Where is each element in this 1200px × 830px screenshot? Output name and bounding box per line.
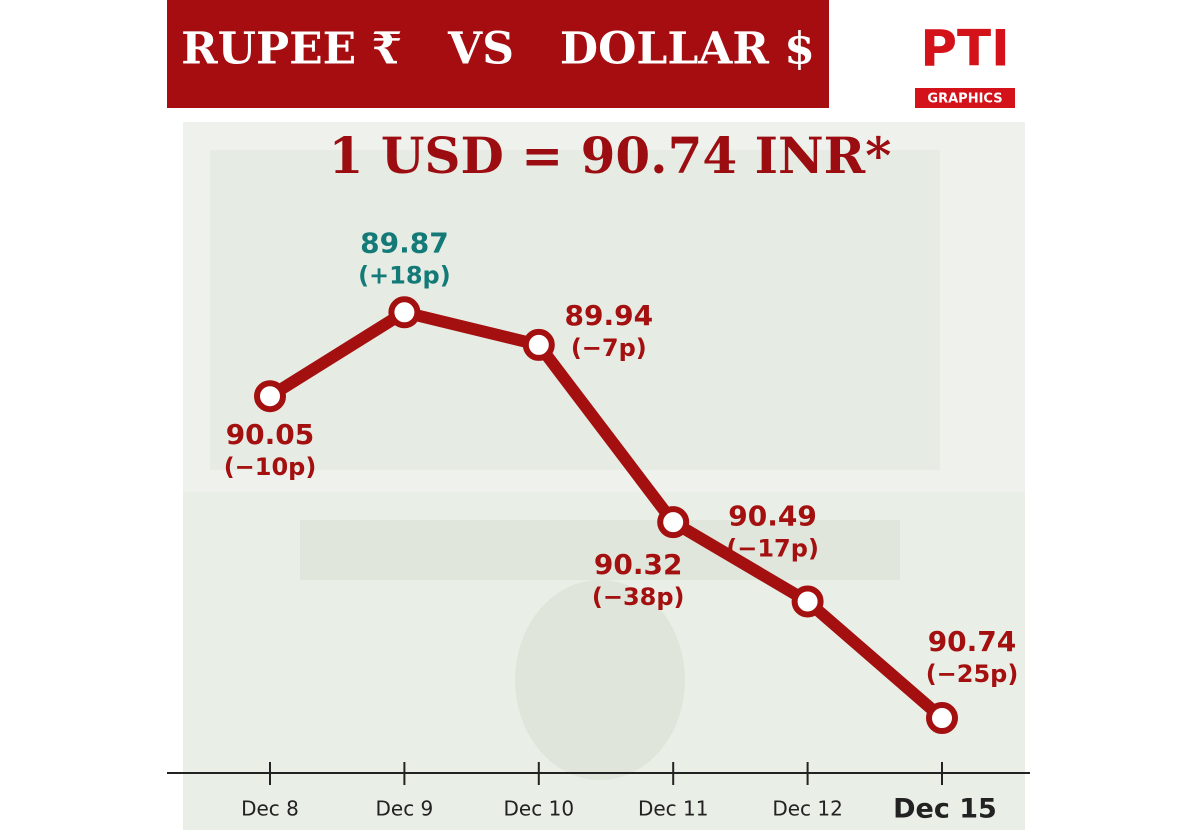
x-tick-label: Dec 12 (772, 797, 843, 821)
data-point (926, 702, 958, 735)
dollar-portrait (515, 580, 685, 780)
rupee-note-inner (210, 150, 940, 470)
value-label: 90.74 (928, 625, 1017, 658)
x-tick-label: Dec 11 (638, 797, 709, 821)
x-tick-label: Dec 10 (504, 797, 575, 821)
logo-tagline: GRAPHICS (927, 92, 1002, 107)
x-tick-label: Dec 8 (241, 797, 299, 821)
title-banner (167, 0, 829, 108)
change-label: (+18p) (358, 261, 451, 289)
value-label: 90.32 (594, 548, 683, 581)
x-tick-label: Dec 9 (376, 797, 434, 821)
value-label: 90.05 (226, 418, 315, 451)
data-point (791, 585, 824, 618)
change-label: (−17p) (726, 534, 819, 562)
chart-title: RUPEE ₹ VS DOLLAR $ (181, 24, 815, 75)
data-point (254, 380, 286, 413)
change-label: (−10p) (224, 453, 317, 481)
value-label: 90.49 (728, 499, 817, 532)
value-label: 89.94 (565, 299, 654, 332)
data-point (388, 296, 421, 329)
logo-text: PTI (920, 20, 1009, 78)
change-label: (−38p) (592, 583, 685, 611)
dollar-note-band (300, 520, 900, 580)
change-label: (−25p) (926, 660, 1019, 688)
logo-tagline-box (915, 88, 1015, 108)
value-label: 89.87 (360, 226, 449, 259)
chart-subtitle: 1 USD = 90.74 INR* (329, 126, 892, 185)
x-tick-label: Dec 15 (893, 794, 997, 825)
data-line (266, 306, 946, 723)
data-point (657, 506, 690, 539)
data-point (522, 328, 555, 361)
change-label: (−7p) (571, 334, 647, 362)
